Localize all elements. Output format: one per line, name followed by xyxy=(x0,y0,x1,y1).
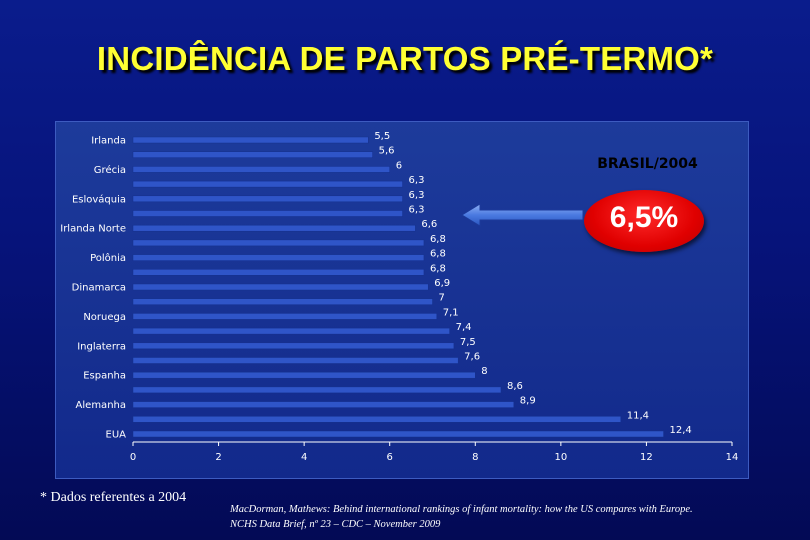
bar-chart: 5,5Irlanda5,66Grécia6,36,3Eslováquia6,36… xyxy=(60,131,739,463)
source-citation: MacDorman, Mathews: Behind international… xyxy=(230,502,800,532)
bar xyxy=(132,342,455,350)
category-label: Espanha xyxy=(83,371,126,382)
bar xyxy=(132,151,373,158)
bar xyxy=(132,136,369,144)
chart-panel: 5,5 Irlanda 5,6 6 Grécia 6,3 6,3 Eslováquia 6,3 6… xyxy=(55,121,749,479)
bar xyxy=(132,313,438,320)
source-line-1: MacDorman, Mathews: Behind international… xyxy=(230,504,693,515)
x-tick-label: 14 xyxy=(726,452,739,463)
arrow-left-icon xyxy=(461,203,584,227)
data-label: 6,6 xyxy=(421,219,437,230)
category-label: Inglaterra xyxy=(77,341,126,352)
data-label: 7,4 xyxy=(456,322,472,333)
bar xyxy=(132,210,403,217)
category-label: EUA xyxy=(106,430,127,441)
bar xyxy=(132,401,515,408)
data-label: 8,6 xyxy=(507,381,523,392)
bar xyxy=(132,386,502,394)
bar xyxy=(132,166,390,173)
data-label: 6 xyxy=(396,160,402,171)
bar xyxy=(132,254,425,261)
data-label: 8,9 xyxy=(520,396,536,407)
category-label: Grécia xyxy=(94,164,126,176)
category-label: Dinamarca xyxy=(72,283,126,294)
x-tick-label: 4 xyxy=(301,452,307,463)
bar xyxy=(132,327,450,335)
data-label: 6,9 xyxy=(434,278,450,289)
category-label: Polônia xyxy=(90,252,126,264)
x-tick-label: 10 xyxy=(554,452,567,463)
bar xyxy=(132,269,425,276)
data-label: 7,1 xyxy=(443,307,459,318)
x-tick-label: 6 xyxy=(387,452,393,463)
bar xyxy=(132,371,476,379)
brasil-value: 6,5% xyxy=(609,201,679,234)
category-label: Alemanha xyxy=(76,400,126,411)
data-label: 6,8 xyxy=(430,263,446,274)
data-label: 6,3 xyxy=(409,190,425,201)
data-label: 11,4 xyxy=(627,410,649,421)
bar xyxy=(132,416,622,423)
data-label: 5,6 xyxy=(379,146,395,157)
data-label: 6,8 xyxy=(430,234,446,245)
bar xyxy=(132,224,416,232)
slide-title: INCIDÊNCIA DE PARTOS PRÉ-TERMO* xyxy=(96,40,714,77)
category-label: Eslováquia xyxy=(72,193,126,205)
bar xyxy=(132,180,403,188)
x-tick-label: 8 xyxy=(472,452,478,463)
brasil-value-badge xyxy=(584,190,704,252)
data-label: 5,5 xyxy=(374,131,390,142)
data-label: 7 xyxy=(439,293,445,304)
source-line-2: NCHS Data Brief, nº 23 – CDC – November … xyxy=(230,519,441,530)
footnote: * Dados referentes a 2004 xyxy=(40,490,187,505)
data-label: 7,5 xyxy=(460,337,476,348)
bar xyxy=(132,239,425,247)
data-label: 12,4 xyxy=(670,425,692,436)
data-label: 8 xyxy=(481,366,487,377)
bar xyxy=(132,283,429,291)
bar xyxy=(132,195,403,203)
category-label: Noruega xyxy=(83,312,126,323)
brasil-label: BRASIL/2004 xyxy=(597,156,698,172)
data-label: 6,3 xyxy=(409,205,425,216)
bar xyxy=(132,357,459,364)
category-label: Irlanda xyxy=(91,136,126,147)
data-label: 6,8 xyxy=(430,249,446,260)
data-label: 7,6 xyxy=(464,352,480,363)
x-tick-label: 2 xyxy=(215,452,221,463)
bar xyxy=(132,430,664,438)
x-tick-label: 12 xyxy=(640,452,653,463)
x-tick-label: 0 xyxy=(130,452,136,463)
data-label: 6,3 xyxy=(409,175,425,186)
category-label: Irlanda Norte xyxy=(60,224,126,235)
bar xyxy=(132,298,433,305)
